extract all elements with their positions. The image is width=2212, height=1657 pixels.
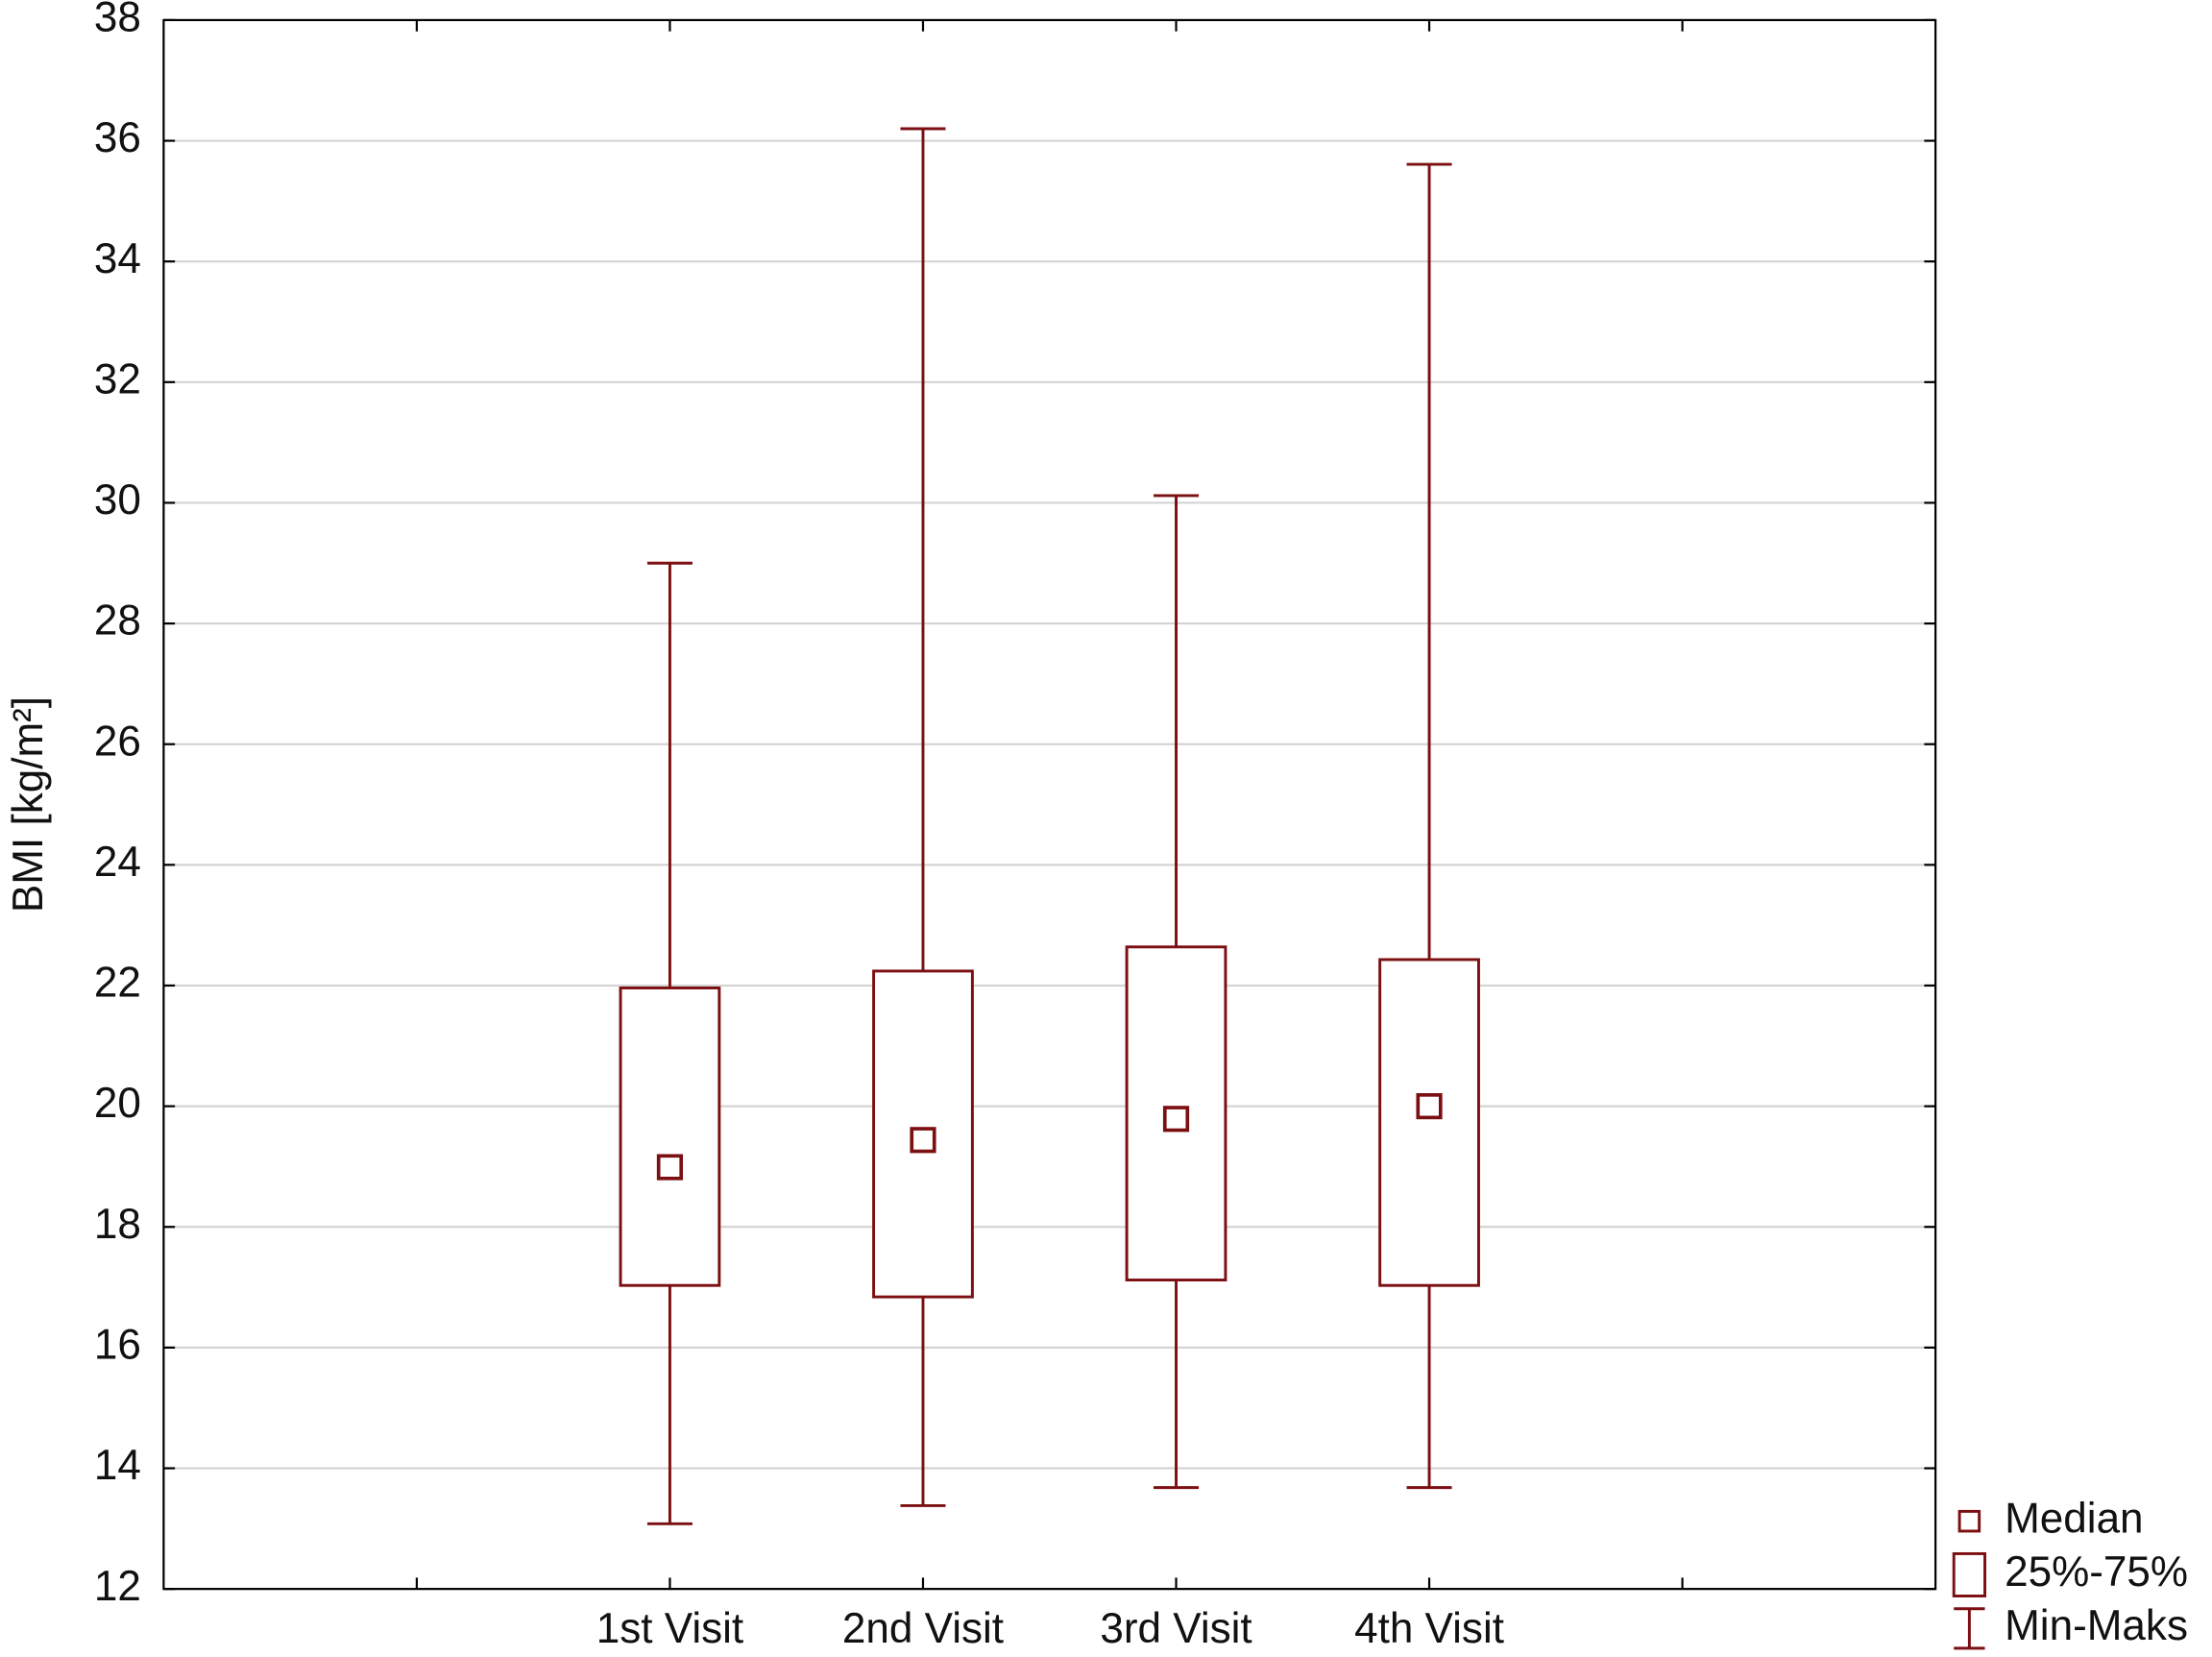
- legend-label: Min-Maks: [2005, 1602, 2188, 1649]
- box: [1125, 945, 1228, 1282]
- x-tick-label: 2nd Visit: [842, 1605, 1004, 1652]
- median-marker: [1416, 1093, 1443, 1120]
- plot-frame: [162, 18, 1937, 1591]
- y-tick-label: 12: [94, 1563, 141, 1610]
- y-tick-label: 14: [94, 1442, 141, 1489]
- legend-label: 25%-75%: [2005, 1548, 2188, 1596]
- median-marker: [910, 1127, 936, 1154]
- y-tick-label: 34: [94, 235, 141, 282]
- y-tick-label: 16: [94, 1322, 141, 1369]
- median-marker: [1162, 1106, 1190, 1133]
- y-axis-label: BMI [kg/m²]: [5, 696, 52, 913]
- legend-symbol: [1957, 1509, 1981, 1533]
- box: [1378, 958, 1480, 1287]
- y-tick-label: 28: [94, 597, 141, 645]
- median-marker: [656, 1154, 684, 1181]
- y-tick-label: 22: [94, 960, 141, 1007]
- box: [872, 969, 974, 1299]
- legend-label: Median: [2005, 1495, 2143, 1542]
- x-tick-label: 3rd Visit: [1100, 1605, 1252, 1652]
- y-tick-label: 24: [94, 839, 141, 886]
- y-tick-label: 36: [94, 114, 141, 161]
- y-tick-label: 32: [94, 355, 141, 402]
- y-tick-label: 38: [94, 0, 141, 41]
- y-tick-label: 26: [94, 718, 141, 765]
- box: [619, 987, 721, 1287]
- y-tick-label: 18: [94, 1201, 141, 1248]
- y-tick-label: 30: [94, 476, 141, 524]
- legend-symbol: [1952, 1551, 1986, 1597]
- y-tick-label: 20: [94, 1080, 141, 1127]
- x-tick-label: 1st Visit: [596, 1605, 743, 1652]
- x-tick-label: 4th Visit: [1354, 1605, 1504, 1652]
